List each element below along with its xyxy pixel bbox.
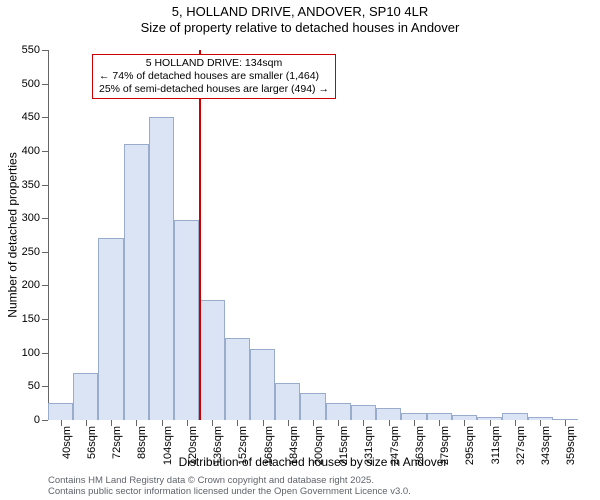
y-tick xyxy=(42,252,48,253)
histogram-bar xyxy=(275,383,300,420)
y-tick xyxy=(42,50,48,51)
histogram-bar xyxy=(401,413,426,420)
y-tick-label: 500 xyxy=(22,78,40,90)
histogram-bar xyxy=(98,238,123,420)
histogram-bar xyxy=(351,405,376,420)
histogram-bar xyxy=(225,338,250,420)
y-tick xyxy=(42,218,48,219)
annotation-line: 25% of semi-detached houses are larger (… xyxy=(99,83,329,96)
footer-line-2: Contains public sector information licen… xyxy=(48,487,411,498)
histogram-bar xyxy=(376,408,401,420)
histogram-bar xyxy=(199,300,224,420)
y-tick xyxy=(42,420,48,421)
y-axis-label: Number of detached properties xyxy=(6,50,20,420)
y-tick xyxy=(42,319,48,320)
y-tick-label: 50 xyxy=(28,380,40,392)
y-tick-label: 100 xyxy=(22,347,40,359)
y-tick xyxy=(42,84,48,85)
x-axis-label: Distribution of detached houses by size … xyxy=(48,455,578,469)
y-tick-label: 350 xyxy=(22,179,40,191)
histogram-bar xyxy=(250,349,275,420)
histogram-chart: 05010015020025030035040045050055040sqm56… xyxy=(48,50,578,420)
title-line-1: 5, HOLLAND DRIVE, ANDOVER, SP10 4LR xyxy=(0,4,600,20)
y-tick-label: 150 xyxy=(22,313,40,325)
y-tick xyxy=(42,185,48,186)
histogram-bar xyxy=(502,413,527,420)
y-axis-line xyxy=(48,50,49,420)
histogram-bar xyxy=(326,403,351,420)
histogram-bar xyxy=(174,220,199,420)
histogram-bar xyxy=(149,117,174,420)
histogram-bar xyxy=(300,393,325,420)
histogram-bar xyxy=(124,144,149,420)
reference-marker-line xyxy=(199,50,201,420)
y-tick-label: 200 xyxy=(22,279,40,291)
annotation-box: 5 HOLLAND DRIVE: 134sqm← 74% of detached… xyxy=(92,54,336,99)
y-tick-label: 450 xyxy=(22,111,40,123)
chart-title-block: 5, HOLLAND DRIVE, ANDOVER, SP10 4LR Size… xyxy=(0,0,600,37)
y-tick xyxy=(42,117,48,118)
y-tick-label: 550 xyxy=(22,44,40,56)
histogram-bar xyxy=(48,403,73,420)
annotation-line: ← 74% of detached houses are smaller (1,… xyxy=(99,70,329,83)
y-tick xyxy=(42,386,48,387)
histogram-bar xyxy=(73,373,98,420)
y-tick xyxy=(42,151,48,152)
title-line-2: Size of property relative to detached ho… xyxy=(0,20,600,36)
y-tick-label: 250 xyxy=(22,246,40,258)
annotation-title: 5 HOLLAND DRIVE: 134sqm xyxy=(99,57,329,70)
y-tick xyxy=(42,353,48,354)
y-tick-label: 0 xyxy=(34,414,40,426)
histogram-bar xyxy=(427,413,452,420)
y-tick-label: 300 xyxy=(22,212,40,224)
attribution-footer: Contains HM Land Registry data © Crown c… xyxy=(48,476,411,498)
y-tick xyxy=(42,285,48,286)
y-tick-label: 400 xyxy=(22,145,40,157)
